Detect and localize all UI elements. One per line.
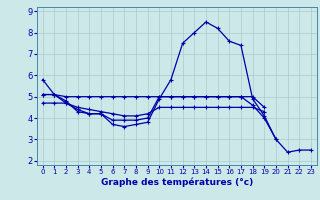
X-axis label: Graphe des températures (°c): Graphe des températures (°c) xyxy=(101,178,253,187)
